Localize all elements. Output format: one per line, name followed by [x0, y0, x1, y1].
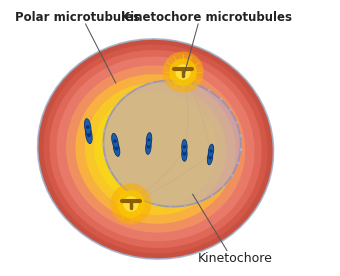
Ellipse shape	[220, 98, 222, 100]
Ellipse shape	[109, 170, 112, 172]
Ellipse shape	[183, 145, 186, 148]
Ellipse shape	[115, 147, 118, 150]
Ellipse shape	[85, 83, 226, 215]
Ellipse shape	[124, 94, 127, 97]
Ellipse shape	[123, 196, 139, 212]
Ellipse shape	[209, 150, 212, 153]
Ellipse shape	[240, 148, 242, 151]
Ellipse shape	[44, 44, 268, 253]
Ellipse shape	[237, 162, 240, 164]
Ellipse shape	[86, 127, 92, 144]
Ellipse shape	[231, 174, 234, 177]
Ellipse shape	[236, 121, 238, 124]
Ellipse shape	[84, 119, 91, 136]
Ellipse shape	[113, 141, 120, 156]
Ellipse shape	[86, 125, 89, 129]
Ellipse shape	[182, 147, 187, 161]
Ellipse shape	[169, 58, 197, 86]
Ellipse shape	[87, 133, 91, 137]
Ellipse shape	[208, 89, 211, 92]
Text: Polar microtubules: Polar microtubules	[15, 11, 140, 24]
Ellipse shape	[146, 140, 151, 154]
Ellipse shape	[107, 116, 110, 119]
Text: Kinetochore microtubules: Kinetochore microtubules	[121, 11, 292, 24]
Ellipse shape	[165, 78, 168, 81]
Ellipse shape	[66, 65, 245, 233]
Ellipse shape	[229, 108, 232, 111]
Ellipse shape	[113, 139, 117, 143]
Ellipse shape	[117, 181, 119, 184]
Ellipse shape	[180, 79, 183, 82]
Ellipse shape	[127, 191, 130, 194]
Ellipse shape	[146, 133, 152, 147]
Ellipse shape	[169, 206, 172, 209]
Ellipse shape	[140, 199, 143, 202]
Ellipse shape	[103, 157, 106, 160]
Ellipse shape	[148, 138, 151, 142]
Text: Kinetochore: Kinetochore	[198, 252, 273, 265]
Ellipse shape	[101, 143, 104, 146]
Ellipse shape	[239, 134, 242, 137]
Ellipse shape	[56, 57, 255, 242]
Ellipse shape	[222, 185, 225, 188]
Ellipse shape	[112, 133, 118, 149]
Ellipse shape	[163, 52, 204, 93]
Ellipse shape	[147, 145, 150, 149]
Ellipse shape	[103, 129, 105, 132]
Ellipse shape	[103, 80, 241, 207]
Ellipse shape	[175, 64, 191, 80]
Ellipse shape	[183, 152, 186, 156]
Ellipse shape	[117, 190, 144, 218]
Ellipse shape	[198, 201, 201, 204]
Ellipse shape	[49, 50, 262, 248]
Ellipse shape	[208, 156, 211, 159]
Ellipse shape	[38, 39, 273, 259]
Ellipse shape	[207, 151, 213, 165]
Ellipse shape	[182, 139, 187, 154]
Ellipse shape	[208, 144, 214, 158]
Ellipse shape	[150, 81, 153, 84]
Ellipse shape	[110, 183, 152, 224]
Ellipse shape	[184, 205, 187, 208]
Ellipse shape	[240, 148, 242, 151]
Ellipse shape	[137, 86, 139, 89]
Ellipse shape	[194, 83, 197, 85]
Ellipse shape	[75, 74, 236, 224]
Ellipse shape	[154, 204, 157, 207]
Ellipse shape	[114, 104, 117, 107]
Ellipse shape	[94, 92, 217, 206]
Ellipse shape	[211, 195, 214, 197]
